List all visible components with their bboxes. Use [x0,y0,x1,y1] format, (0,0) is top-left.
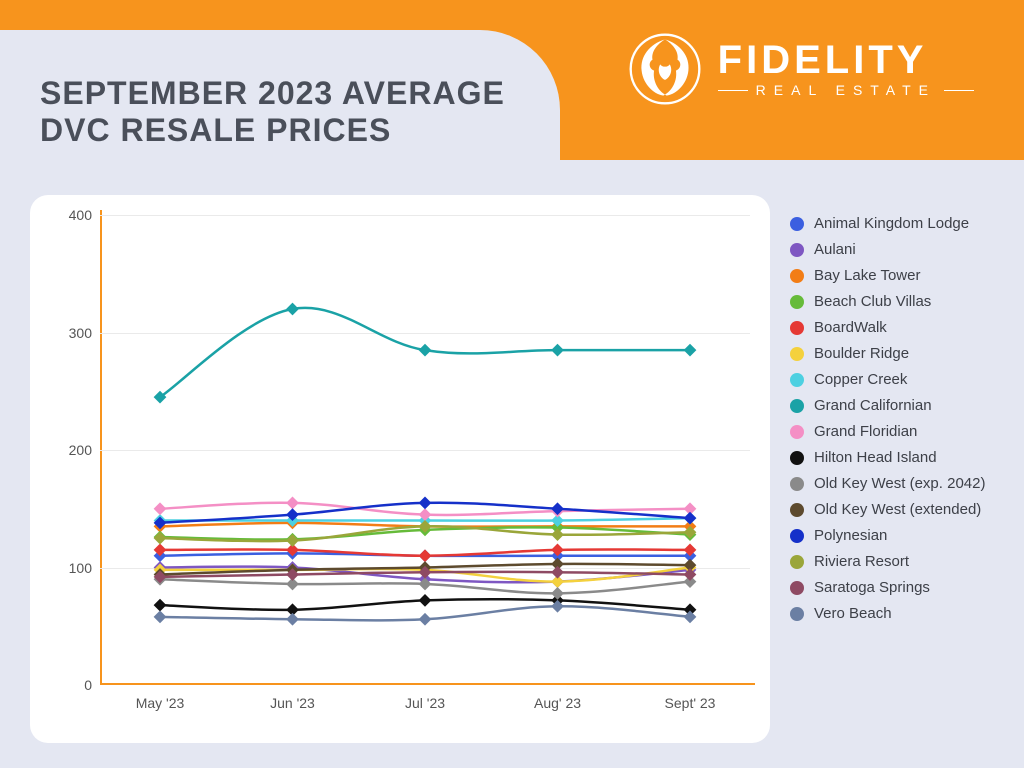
legend-swatch [790,529,804,543]
y-tick-label: 100 [69,560,92,576]
x-tick-label: Jul '23 [405,695,445,711]
legend-item: Beach Club Villas [790,293,1014,310]
legend-label: Grand Floridian [814,423,917,440]
legend-item: Bay Lake Tower [790,267,1014,284]
brand-text: FIDELITY REAL ESTATE [718,40,974,98]
line-chart: 0100200300400May '23Jun '23Jul '23Aug' 2… [100,215,750,685]
series-marker [684,512,697,525]
series-marker [154,610,167,623]
chart-card: 0 100 200 300 400 May '23 Jun '23 Jul '23 Aug' 2… [30,195,770,743]
legend-item: Aulani [790,241,1014,258]
series-marker [419,549,432,562]
series-marker [286,497,299,510]
legend-swatch [790,581,804,595]
legend-label: Old Key West (exp. 2042) [814,475,985,492]
series-marker [551,344,564,357]
legend-swatch [790,555,804,569]
legend-item: Old Key West (extended) [790,501,1014,518]
chart-svg [100,215,750,685]
legend-label: Bay Lake Tower [814,267,920,284]
brand-logo: FIDELITY REAL ESTATE [626,30,974,108]
legend-item: Hilton Head Island [790,449,1014,466]
legend-label: Grand Californian [814,397,932,414]
legend: Animal Kingdom Lodge Aulani Bay Lake Tower… [790,215,1014,622]
series-marker [551,528,564,541]
legend-label: Beach Club Villas [814,293,931,310]
legend-swatch [790,451,804,465]
legend-swatch [790,503,804,517]
legend-label: Hilton Head Island [814,449,937,466]
legend-label: Animal Kingdom Lodge [814,215,969,232]
legend-label: Aulani [814,241,856,258]
x-tick-label: Aug' 23 [534,695,581,711]
legend-item: Grand Californian [790,397,1014,414]
legend-item: Riviera Resort [790,553,1014,570]
legend-label: Copper Creek [814,371,907,388]
series-marker [419,594,432,607]
series-marker [684,344,697,357]
legend-item: Old Key West (exp. 2042) [790,475,1014,492]
series-marker [286,534,299,547]
legend-item: Copper Creek [790,371,1014,388]
series-marker [154,599,167,612]
series-marker [154,571,167,584]
legend-swatch [790,607,804,621]
y-tick-label: 400 [69,207,92,223]
y-tick-label: 0 [84,677,92,693]
series-marker [154,532,167,545]
legend-swatch [790,347,804,361]
page-title: SEPTEMBER 2023 AVERAGE DVC RESALE PRICES [40,75,540,149]
series-marker [286,303,299,316]
brand-name: FIDELITY [718,40,974,80]
y-tick-label: 200 [69,442,92,458]
series-marker [419,344,432,357]
legend-label: Riviera Resort [814,553,909,570]
legend-item: Polynesian [790,527,1014,544]
series-marker [551,566,564,579]
legend-label: Vero Beach [814,605,892,622]
lion-icon [626,30,704,108]
legend-label: Polynesian [814,527,887,544]
legend-swatch [790,243,804,257]
legend-item: Grand Floridian [790,423,1014,440]
legend-swatch [790,373,804,387]
legend-label: Old Key West (extended) [814,501,981,518]
series-marker [551,587,564,600]
legend-item: Boulder Ridge [790,345,1014,362]
legend-label: BoardWalk [814,319,887,336]
legend-swatch [790,477,804,491]
legend-item: BoardWalk [790,319,1014,336]
series-marker [154,502,167,515]
legend-swatch [790,425,804,439]
x-tick-label: Sept' 23 [665,695,716,711]
legend-label: Boulder Ridge [814,345,909,362]
legend-item: Animal Kingdom Lodge [790,215,1014,232]
legend-label: Saratoga Springs [814,579,930,596]
series-marker [551,502,564,515]
series-marker [419,497,432,510]
legend-swatch [790,295,804,309]
legend-swatch [790,321,804,335]
legend-item: Vero Beach [790,605,1014,622]
y-tick-label: 300 [69,325,92,341]
x-tick-label: Jun '23 [270,695,315,711]
legend-swatch [790,269,804,283]
series-marker [684,610,697,623]
x-tick-label: May '23 [136,695,185,711]
brand-subline: REAL ESTATE [756,82,936,98]
series-marker [419,613,432,626]
series-marker [286,613,299,626]
legend-item: Saratoga Springs [790,579,1014,596]
legend-swatch [790,399,804,413]
legend-swatch [790,217,804,231]
